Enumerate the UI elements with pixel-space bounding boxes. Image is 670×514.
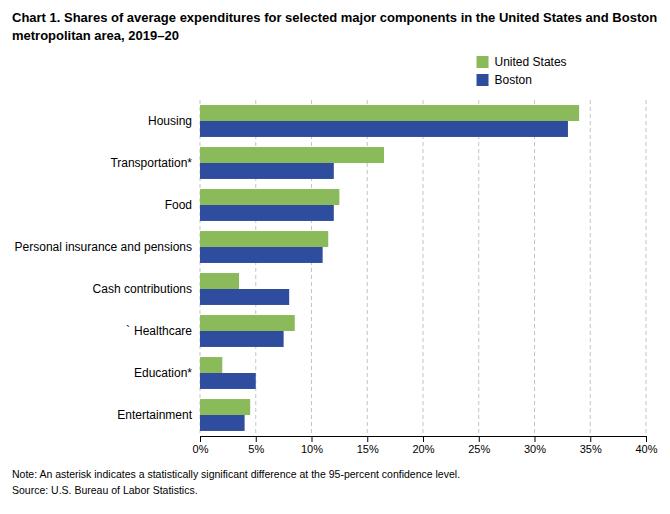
y-tick: Healthcare xyxy=(134,324,200,338)
legend-swatch xyxy=(477,74,489,86)
x-tick: 30% xyxy=(524,436,546,455)
y-tick-label: Transportation* xyxy=(110,156,192,170)
x-tick: 25% xyxy=(468,436,490,455)
bar xyxy=(200,315,295,331)
series xyxy=(200,121,568,431)
x-axis: 0% 5% 10% 15% 20% 25% 30% 35% 40% xyxy=(193,436,658,455)
x-tick-label: 20% xyxy=(412,443,434,455)
legend-item: Boston xyxy=(477,73,532,87)
y-axis: Entertainment Education* Healthcare Cash co… xyxy=(15,114,200,422)
chart-container: Chart 1. Shares of average expenditures … xyxy=(0,0,670,514)
legend: United States Boston xyxy=(477,55,567,87)
bar xyxy=(200,121,568,137)
title-line: metropolitan area, 2019–20 xyxy=(12,28,179,43)
y-tick: Transportation* xyxy=(110,156,200,170)
y-tick-label: Cash contributions xyxy=(93,282,192,296)
x-tick-label: 30% xyxy=(524,443,546,455)
title-line: Chart 1. Shares of average expenditures … xyxy=(12,10,657,25)
y-tick-label: Housing xyxy=(148,114,192,128)
x-tick: 5% xyxy=(248,436,264,455)
bar xyxy=(200,189,339,205)
x-tick-label: 5% xyxy=(248,443,264,455)
title: Chart 1. Shares of average expenditures … xyxy=(12,10,657,43)
y-tick: Cash contributions xyxy=(93,282,200,296)
y-tick: Entertainment xyxy=(117,408,200,422)
x-tick-mark xyxy=(646,436,647,442)
x-tick: 20% xyxy=(412,436,434,455)
bars xyxy=(200,105,579,431)
y-tick: Housing xyxy=(148,114,200,128)
y-tick-label: Food xyxy=(165,198,192,212)
grid-line xyxy=(646,100,647,436)
grid-line xyxy=(534,100,535,436)
bar xyxy=(200,289,289,305)
x-tick: 10% xyxy=(301,436,323,455)
series xyxy=(200,105,579,415)
y-tick-label: Personal insurance and pensions xyxy=(15,240,192,254)
x-tick: 40% xyxy=(635,436,657,455)
grid-line xyxy=(590,100,591,436)
x-tick-label: 15% xyxy=(357,443,379,455)
legend-swatch xyxy=(477,56,489,68)
bar xyxy=(200,331,284,347)
grid-line xyxy=(423,100,424,436)
bar xyxy=(200,205,334,221)
y-tick: Education* xyxy=(134,366,200,380)
bar xyxy=(200,273,239,289)
x-tick-mark xyxy=(200,436,201,442)
x-tick-mark xyxy=(312,436,313,442)
x-tick-mark xyxy=(479,436,480,442)
bar xyxy=(200,415,245,431)
x-tick-mark xyxy=(535,436,536,442)
x-tick-mark xyxy=(590,436,591,442)
legend-item: United States xyxy=(477,55,567,69)
x-tick: 0% xyxy=(193,436,209,455)
footnote: Note: An asterisk indicates a statistica… xyxy=(12,468,460,480)
bar xyxy=(200,357,222,373)
x-tick-mark xyxy=(423,436,424,442)
bar xyxy=(200,399,250,415)
x-tick-label: 35% xyxy=(580,443,602,455)
legend-label: Boston xyxy=(495,73,532,87)
y-tick: Food xyxy=(165,198,200,212)
bar xyxy=(200,231,328,247)
x-tick-mark xyxy=(256,436,257,442)
x-tick-mark xyxy=(367,436,368,442)
x-tick-label: 10% xyxy=(301,443,323,455)
x-tick-label: 0% xyxy=(193,443,209,455)
y-tick-label: Entertainment xyxy=(117,408,192,422)
y-tick-label: Healthcare xyxy=(134,324,192,338)
bar xyxy=(200,147,384,163)
y-tick-label: Education* xyxy=(134,366,192,380)
x-tick: 35% xyxy=(580,436,602,455)
footnote: Source: U.S. Bureau of Labor Statistics. xyxy=(12,484,198,496)
grid xyxy=(200,100,646,436)
bar xyxy=(200,247,323,263)
x-tick: 15% xyxy=(357,436,379,455)
y-tick: Personal insurance and pensions xyxy=(15,240,200,254)
chart-svg: Chart 1. Shares of average expenditures … xyxy=(0,0,670,514)
x-tick-label: 25% xyxy=(468,443,490,455)
legend-label: United States xyxy=(495,55,567,69)
x-tick-label: 40% xyxy=(635,443,657,455)
annotation: ` xyxy=(126,324,130,338)
bar xyxy=(200,105,579,121)
bar xyxy=(200,163,334,179)
grid-line xyxy=(478,100,479,436)
bar xyxy=(200,373,256,389)
plot: 0% 5% 10% 15% 20% 25% 30% 35% 40% Entertainment Ed… xyxy=(15,100,658,455)
